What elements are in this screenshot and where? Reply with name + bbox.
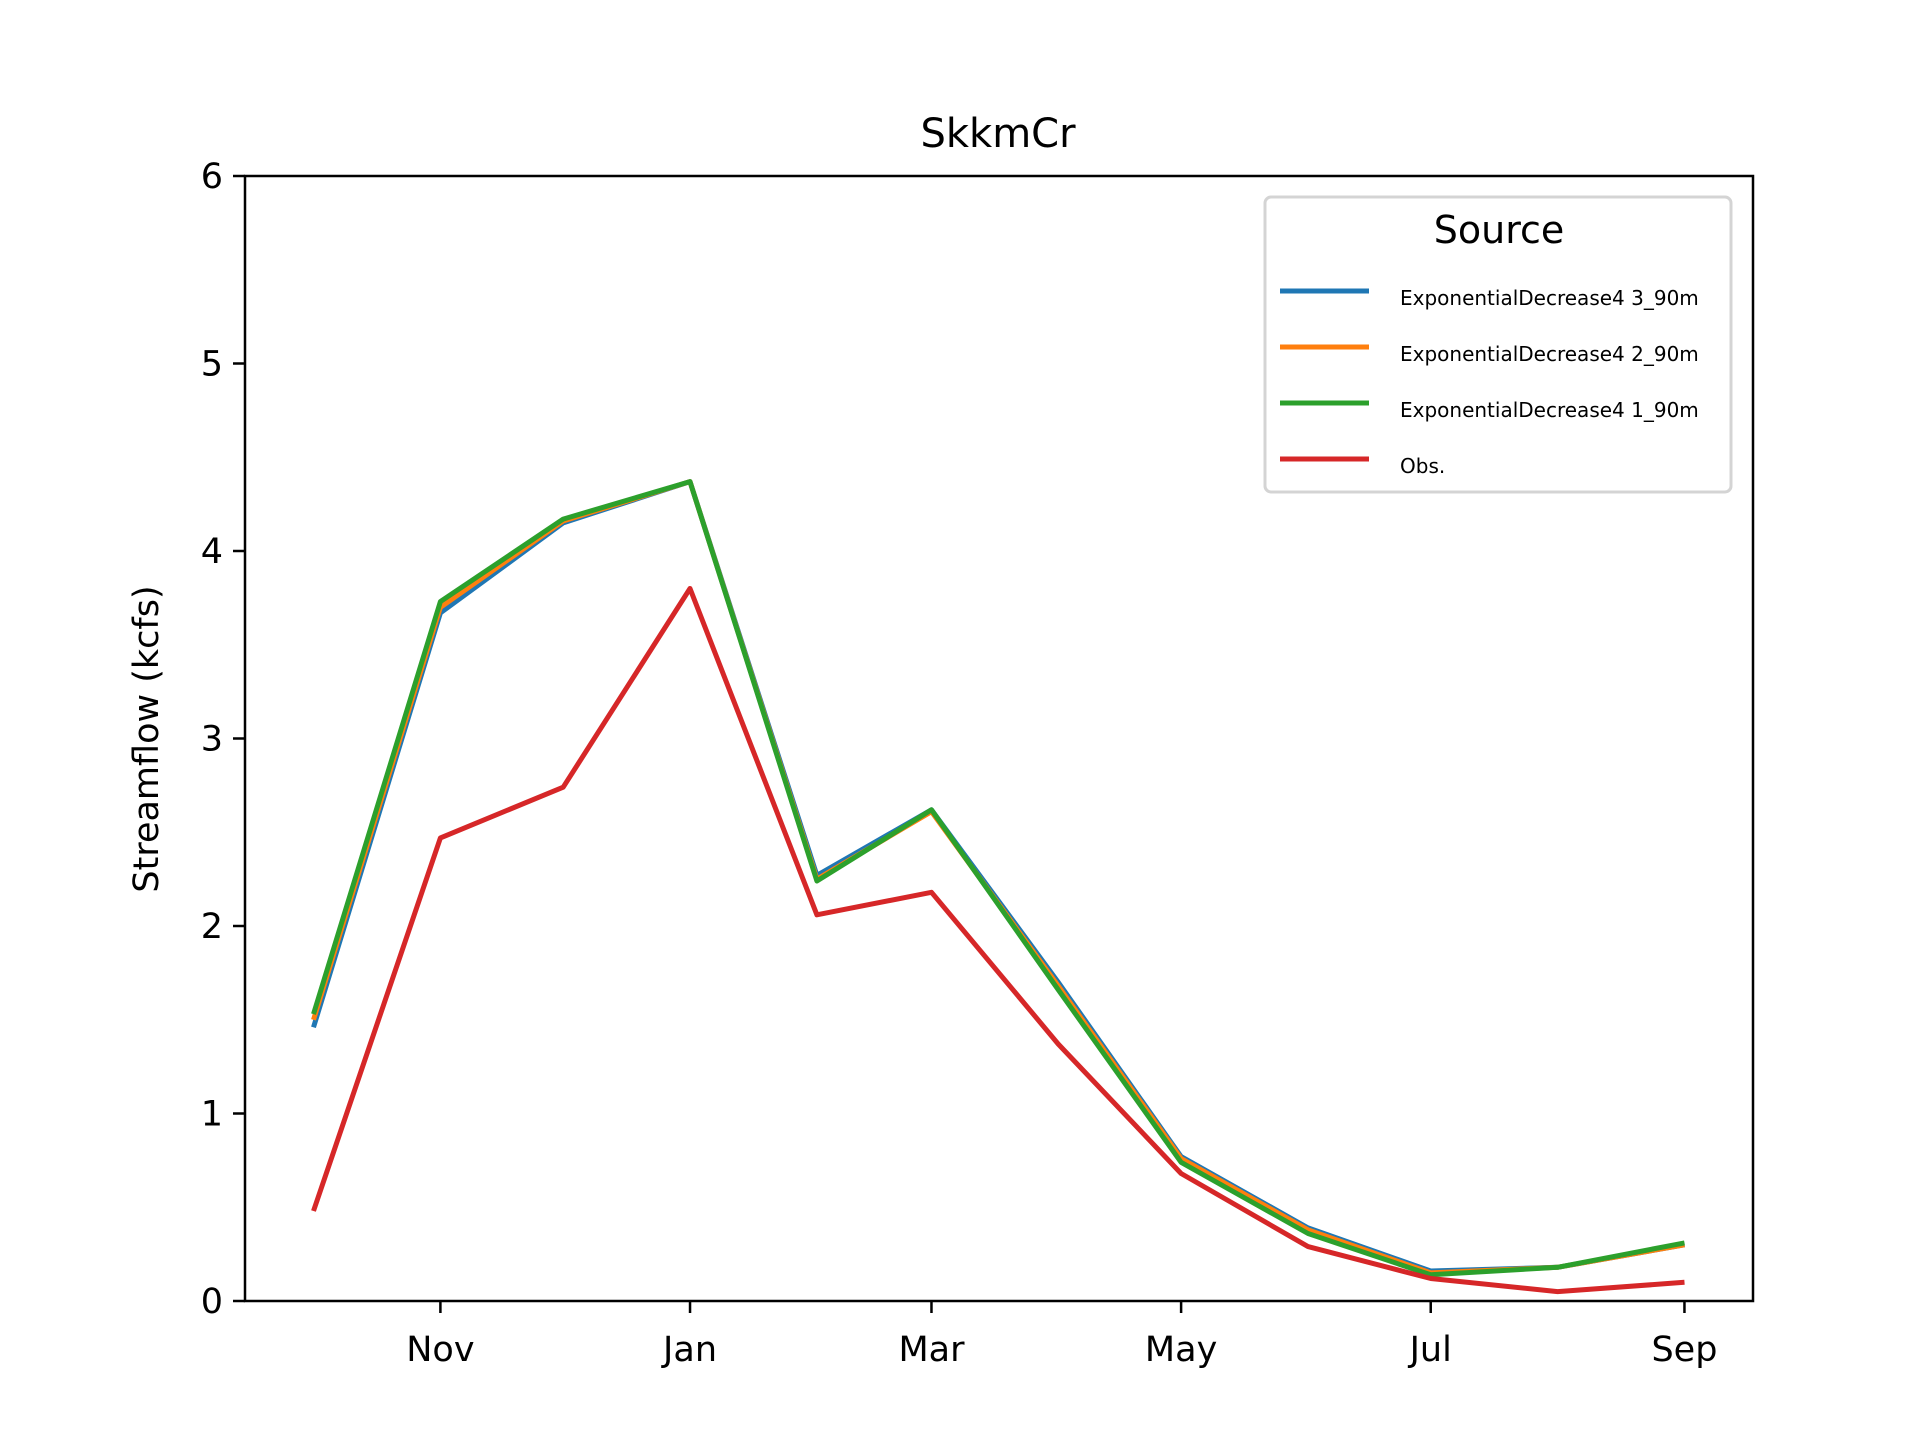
y-tick-label: 0 [201, 1282, 223, 1322]
y-ticks: 0 1 2 3 4 5 6 [201, 157, 245, 1322]
x-tick-label: Sep [1651, 1330, 1717, 1370]
chart-title: SkkmCr [920, 111, 1076, 157]
x-tick-label: May [1145, 1330, 1217, 1370]
series-layer [311, 479, 1685, 1295]
legend-box [1263, 195, 1733, 494]
x-tick-label: Jul [1408, 1330, 1452, 1370]
legend-entry-label: ExponentialDecrease4 3_90m [1400, 286, 1699, 310]
series-line-1 [311, 479, 1685, 1276]
y-tick-label: 1 [201, 1095, 223, 1135]
legend-entry-label: ExponentialDecrease4 2_90m [1400, 342, 1699, 366]
series-line-0 [311, 479, 1685, 1274]
y-axis-label: Streamflow (kcfs) [127, 585, 167, 892]
x-ticks: Nov Jan Mar May Jul Sep [406, 1301, 1717, 1370]
legend-title: Source [1434, 208, 1565, 252]
legend-entry-label: ExponentialDecrease4 1_90m [1400, 398, 1699, 422]
y-tick-label: 4 [201, 532, 223, 572]
legend-entry-label: Obs. [1400, 454, 1445, 478]
y-tick-label: 6 [201, 157, 223, 197]
x-tick-label: Jan [661, 1330, 717, 1370]
y-tick-label: 2 [201, 907, 223, 947]
x-tick-label: Nov [406, 1330, 474, 1370]
series-line-3 [311, 586, 1685, 1295]
y-tick-label: 3 [201, 720, 223, 760]
legend: Source ExponentialDecrease4 3_90m Exponen… [1263, 195, 1733, 494]
series-line-2 [311, 479, 1685, 1278]
y-tick-label: 5 [201, 345, 223, 385]
x-tick-label: Mar [898, 1330, 965, 1370]
